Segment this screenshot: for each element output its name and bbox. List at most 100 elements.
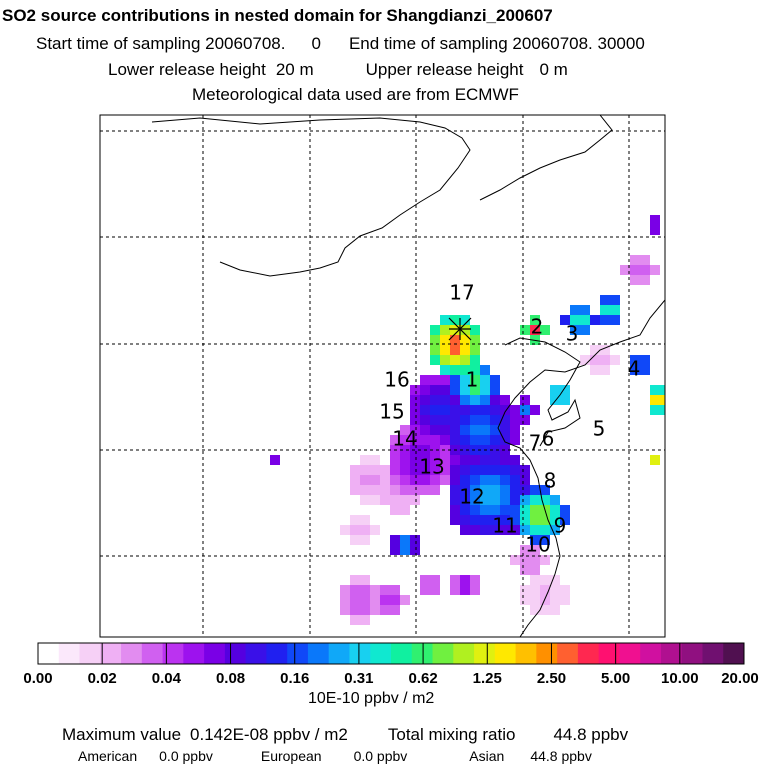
heatmap-cell bbox=[520, 595, 530, 605]
colorbar-cell bbox=[183, 643, 205, 664]
heatmap-cell bbox=[520, 325, 530, 335]
site-marker-7: 7 bbox=[529, 431, 542, 455]
heatmap-cell bbox=[410, 465, 420, 475]
start-time-label: Start time of sampling 20060708. bbox=[36, 34, 286, 53]
colorbar-tick-label: 0.00 bbox=[23, 670, 52, 687]
upper-release-label: Upper release height bbox=[365, 60, 524, 79]
heatmap-cell bbox=[430, 415, 440, 425]
heatmap-cell bbox=[470, 375, 480, 385]
heatmap-cell bbox=[460, 405, 470, 415]
heatmap-cell bbox=[630, 355, 640, 365]
heatmap-cell bbox=[380, 595, 390, 605]
heatmap-cell bbox=[560, 395, 570, 405]
heatmap-cell bbox=[500, 465, 510, 475]
heatmap-cell bbox=[460, 475, 470, 485]
colorbar-cell bbox=[204, 643, 226, 664]
heatmap-cell bbox=[610, 305, 620, 315]
heatmap-cell bbox=[340, 595, 350, 605]
heatmap-cell bbox=[390, 495, 400, 505]
heatmap-cell bbox=[530, 595, 540, 605]
heatmap-cell bbox=[610, 355, 620, 365]
heatmap-cell bbox=[440, 355, 450, 365]
heatmap-cell bbox=[460, 575, 470, 585]
colorbar-tick-label: 0.02 bbox=[88, 670, 117, 687]
heatmap-cell bbox=[530, 495, 540, 505]
colorbar-tick-label: 20.00 bbox=[721, 670, 759, 687]
heatmap-cell bbox=[550, 385, 560, 395]
heatmap-cell bbox=[530, 535, 540, 545]
colorbar-cell bbox=[619, 643, 641, 664]
site-marker-6: 6 bbox=[542, 427, 555, 451]
heatmap-cell bbox=[390, 585, 400, 595]
heatmap-cell bbox=[460, 585, 470, 595]
heatmap-cell bbox=[370, 475, 380, 485]
heatmap-cell bbox=[540, 515, 550, 525]
heatmap-cell bbox=[350, 585, 360, 595]
heatmap-cell bbox=[510, 455, 520, 465]
heatmap-cell bbox=[560, 385, 570, 395]
heatmap-cell bbox=[460, 355, 470, 365]
heatmap-cell bbox=[450, 425, 460, 435]
heatmap-cell bbox=[460, 515, 470, 525]
heatmap-cell bbox=[460, 335, 470, 345]
heatmap-cell bbox=[510, 505, 520, 515]
heatmap-cell bbox=[480, 505, 490, 515]
heatmap-cell bbox=[560, 595, 570, 605]
heatmap-cell bbox=[410, 535, 420, 545]
heatmap-cell bbox=[410, 415, 420, 425]
colorbar-cell bbox=[453, 643, 475, 664]
heatmap-cell bbox=[390, 435, 400, 445]
heatmap-cell bbox=[370, 595, 380, 605]
heatmap-cell bbox=[400, 435, 410, 445]
heatmap-cell bbox=[430, 445, 440, 455]
heatmap-cell bbox=[440, 465, 450, 475]
heatmap-cell bbox=[350, 485, 360, 495]
total-value: 44.8 ppbv bbox=[553, 725, 629, 744]
release-height-line: Lower release height 20 m Upper release he… bbox=[108, 60, 568, 80]
heatmap-cell bbox=[480, 485, 490, 495]
heatmap-cell bbox=[440, 335, 450, 345]
heatmap-cell bbox=[540, 525, 550, 535]
heatmap-cell bbox=[350, 595, 360, 605]
coastline-peninsula bbox=[504, 337, 581, 447]
heatmap-cell bbox=[410, 435, 420, 445]
site-marker-2: 2 bbox=[531, 315, 544, 339]
site-marker-4: 4 bbox=[628, 357, 641, 381]
heatmap-cell bbox=[370, 465, 380, 475]
heatmap-cell bbox=[360, 485, 370, 495]
heatmap-cell bbox=[500, 405, 510, 415]
heatmap-cell bbox=[590, 315, 600, 325]
heatmap-cell bbox=[540, 585, 550, 595]
heatmap-cell bbox=[470, 495, 480, 505]
coastline-bay bbox=[479, 115, 613, 201]
heatmap-cell bbox=[520, 505, 530, 515]
colorbar-cell bbox=[723, 643, 745, 664]
heatmap-cell bbox=[340, 605, 350, 615]
heatmap-cell bbox=[650, 455, 660, 465]
colorbar-cell bbox=[307, 643, 330, 664]
heatmap-cell bbox=[400, 425, 410, 435]
heatmap-cell bbox=[540, 535, 550, 545]
heatmap-cell bbox=[480, 395, 490, 405]
heatmap-cell bbox=[550, 505, 560, 515]
heatmap-cell bbox=[450, 355, 460, 365]
maximum-value-line: Maximum value 0.142E-08 ppbv / m2 Total mi… bbox=[62, 725, 628, 745]
heatmap-cell bbox=[420, 405, 430, 415]
heatmap-cell bbox=[470, 335, 480, 345]
heatmap-cell bbox=[620, 265, 630, 275]
heatmap-cell bbox=[360, 495, 370, 505]
heatmap-cell bbox=[360, 455, 370, 465]
heatmap-cell bbox=[430, 585, 440, 595]
heatmap-cell bbox=[490, 425, 500, 435]
heatmap-cell bbox=[570, 325, 580, 335]
heatmap-cell bbox=[460, 315, 470, 325]
heatmap-cell bbox=[440, 435, 450, 445]
heatmap-cell bbox=[550, 495, 560, 505]
heatmap-cell bbox=[450, 455, 460, 465]
heatmap-cell bbox=[390, 605, 400, 615]
heatmap-cell bbox=[460, 485, 470, 495]
heatmap-cell bbox=[350, 615, 360, 625]
heatmap-cell bbox=[400, 535, 410, 545]
heatmap-cell bbox=[420, 425, 430, 435]
heatmap-cell bbox=[470, 505, 480, 515]
